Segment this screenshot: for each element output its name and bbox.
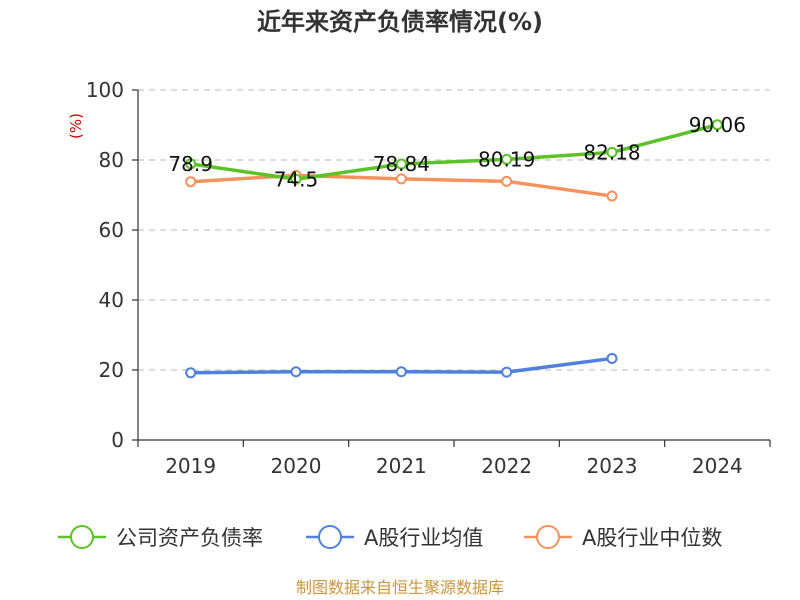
data-labels: 78.9 74.5 78.84 80.19 82.18 90.06 <box>168 113 746 191</box>
data-label: 80.19 <box>478 147 535 171</box>
series-3 <box>185 169 618 202</box>
data-point <box>185 176 197 188</box>
series-2 <box>185 352 618 379</box>
y-tick-label: 0 <box>111 428 124 452</box>
grid-lines <box>138 89 770 371</box>
data-point <box>501 366 513 378</box>
series-1 <box>185 119 723 185</box>
x-tick-label: 2019 <box>165 454 216 478</box>
y-axis-unit-label: (%) <box>67 113 85 139</box>
data-point <box>395 366 407 378</box>
legend-label: 公司资产负债率 <box>116 526 263 550</box>
legend-item-2[interactable]: A股行业均值 <box>306 525 483 550</box>
data-point <box>290 366 302 378</box>
data-point <box>185 367 197 379</box>
series-lines <box>185 119 723 379</box>
y-tick-label: 60 <box>99 218 124 242</box>
y-tick-label: 40 <box>99 288 124 312</box>
data-point <box>606 146 618 158</box>
x-tick-label: 2020 <box>271 454 322 478</box>
legend-marker <box>318 525 342 549</box>
chart-title: 近年来资产负债率情况(%) <box>257 8 543 36</box>
data-point <box>185 158 197 170</box>
data-point <box>395 173 407 185</box>
data-label: 90.06 <box>689 113 746 137</box>
y-tick-label: 100 <box>86 78 124 102</box>
data-point <box>606 352 618 364</box>
y-tick-label: 20 <box>99 358 124 382</box>
axes: 0 20 40 60 80 100 2019 2020 2021 2022 2023 2024 <box>86 78 771 478</box>
legend-label: A股行业均值 <box>364 526 483 550</box>
data-point <box>501 153 513 165</box>
legend-marker <box>536 525 560 549</box>
data-point <box>606 190 618 202</box>
data-point <box>501 175 513 187</box>
data-point <box>395 158 407 170</box>
data-label: 74.5 <box>274 167 319 191</box>
data-label: 78.84 <box>373 152 430 176</box>
x-tick-label: 2021 <box>376 454 427 478</box>
y-tick-label: 80 <box>99 148 124 172</box>
data-label: 78.9 <box>168 152 213 176</box>
series-line <box>188 123 720 181</box>
data-point <box>290 173 302 185</box>
legend-label: A股行业中位数 <box>582 526 722 550</box>
legend-item-3[interactable]: A股行业中位数 <box>524 525 722 550</box>
legend-marker <box>70 525 94 549</box>
legend-item-1[interactable]: 公司资产负债率 <box>58 525 263 550</box>
legend: 公司资产负债率 A股行业均值 A股行业中位数 <box>58 525 722 550</box>
x-tick-label: 2024 <box>692 454 743 478</box>
x-tick-label: 2022 <box>481 454 532 478</box>
x-tick-label: 2023 <box>587 454 638 478</box>
data-point <box>711 119 723 131</box>
data-label: 82.18 <box>583 140 640 164</box>
source-note: 制图数据来自恒生聚源数据库 <box>296 578 504 597</box>
